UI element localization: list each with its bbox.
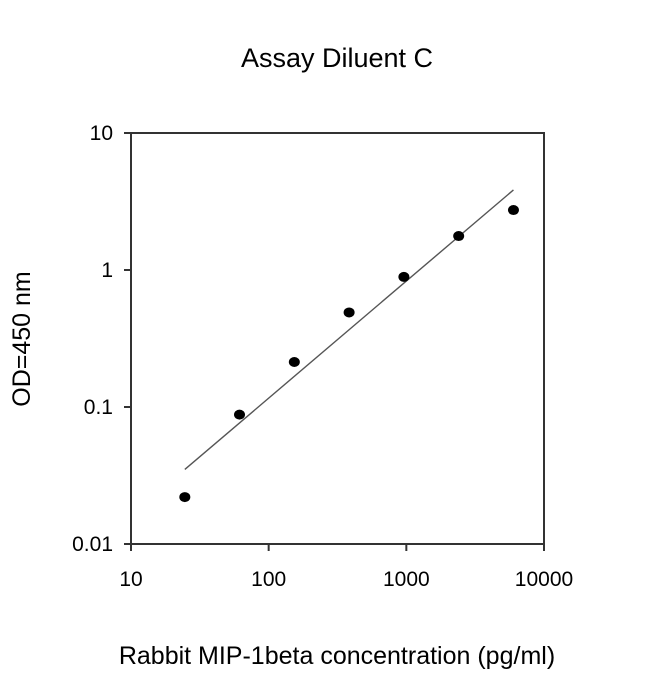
data-points xyxy=(179,205,519,503)
fit-line xyxy=(184,189,514,470)
data-point xyxy=(179,492,191,503)
y-axis-label: OD=450 nm xyxy=(8,271,36,407)
x-tick-label: 10 xyxy=(119,568,142,591)
chart-title: Assay Diluent C xyxy=(241,43,433,73)
data-point xyxy=(398,271,410,282)
x-tick-label: 1000 xyxy=(383,568,430,591)
x-axis-label: Rabbit MIP-1beta concentration (pg/ml) xyxy=(119,642,555,670)
x-tick-label: 10000 xyxy=(515,568,573,591)
y-tick-label: 0.01 xyxy=(72,533,113,556)
x-tick-label: 100 xyxy=(251,568,286,591)
data-point xyxy=(507,205,519,216)
data-point xyxy=(453,231,465,242)
y-tick-label: 0.1 xyxy=(84,396,113,419)
y-tick-label: 1 xyxy=(101,259,113,282)
plot-frame xyxy=(130,132,545,545)
data-point xyxy=(234,409,246,420)
data-point xyxy=(343,307,355,318)
x-axis: 10 100 1000 10000 xyxy=(119,544,573,591)
y-tick-label: 10 xyxy=(90,122,113,145)
data-point xyxy=(288,357,300,368)
y-axis: 0.01 0.1 1 10 xyxy=(72,122,131,556)
